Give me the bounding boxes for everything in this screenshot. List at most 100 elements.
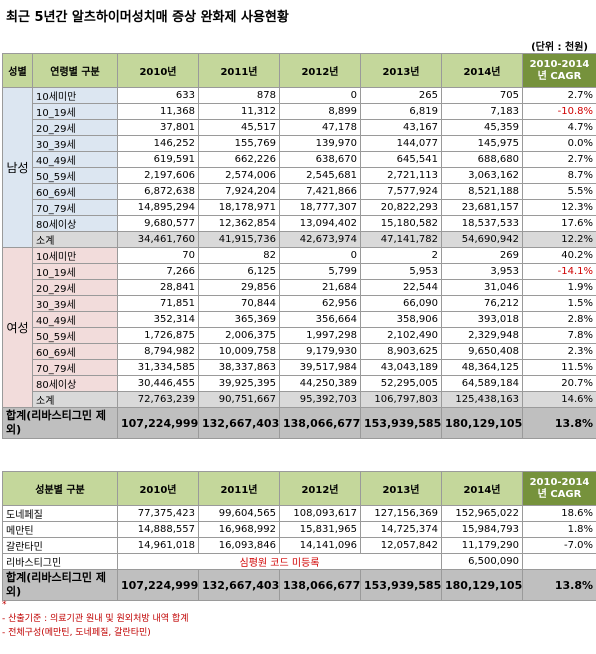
age-label: 50_59세 <box>32 167 118 184</box>
value-cell: 352,314 <box>117 311 199 328</box>
value-cell: 42,673,974 <box>279 231 361 248</box>
value-cell: 6,819 <box>360 103 442 120</box>
cagr-cell: 40.2% <box>522 247 596 264</box>
age-label: 70_79세 <box>32 199 118 216</box>
value-cell: 54,690,942 <box>441 231 523 248</box>
table-row: 80세이상 30,446,455 39,925,395 44,250,389 52,29… <box>3 375 596 392</box>
value-cell: 77,375,423 <box>117 505 199 522</box>
value-cell: 6,500,090 <box>441 553 523 570</box>
cagr-cell: -14.1% <box>522 263 596 280</box>
table-row: 리바스티그민 심평원 코드 미등록 6,500,090 <box>2 553 596 570</box>
table-row: 40_49세 352,314 365,369 356,664 358,906 393,01… <box>3 311 596 328</box>
table-row: 30_39세 146,252 155,769 139,970 144,077 145,97… <box>3 135 596 152</box>
unit-label: (단위 : 천원) <box>531 42 588 53</box>
value-cell: 1,997,298 <box>279 327 361 344</box>
unregistered-note: 심평원 코드 미등록 <box>117 553 442 570</box>
age-label: 30_39세 <box>32 295 118 312</box>
table-row: 30_39세 71,851 70,844 62,956 66,090 76,212 1.5% <box>3 295 596 312</box>
value-cell: 269 <box>441 247 523 264</box>
table-row: 소계 34,461,760 41,915,736 42,673,974 47,141,7… <box>3 231 596 248</box>
cagr-cell: 2.7% <box>522 87 596 104</box>
value-cell: 3,953 <box>441 263 523 280</box>
header-age: 연령별 구분 <box>32 53 118 88</box>
cagr-cell: 7.8% <box>522 327 596 344</box>
value-cell: 6,872,638 <box>117 183 199 200</box>
age-label: 10세미만 <box>32 247 118 264</box>
value-cell: 619,591 <box>117 151 199 168</box>
value-cell: 28,841 <box>117 279 199 296</box>
table-row: 10_19세 7,266 6,125 5,799 5,953 3,953 -14.1% <box>3 263 596 280</box>
value-cell: 13,094,402 <box>279 215 361 232</box>
value-cell: 2,329,948 <box>441 327 523 344</box>
value-cell: 3,063,162 <box>441 167 523 184</box>
table-row: 70_79세 31,334,585 38,337,863 39,517,984 43,0… <box>3 359 596 376</box>
cagr-cell: 4.7% <box>522 119 596 136</box>
value-cell: 72,763,239 <box>117 391 199 408</box>
value-cell: 16,968,992 <box>198 521 280 538</box>
value-cell: 132,667,403 <box>198 569 280 601</box>
value-cell: 18,777,307 <box>279 199 361 216</box>
value-cell: 153,939,585 <box>360 407 442 439</box>
value-cell: 11,179,290 <box>441 537 523 554</box>
note-basis: - 산출기준 : 의료기관 원내 및 원외처방 내역 합계 <box>2 614 189 624</box>
table-row: 남성 10세미만 633 878 0 265 705 2.7% <box>2 87 596 248</box>
value-cell: 14,888,557 <box>117 521 199 538</box>
value-cell: 52,295,005 <box>360 375 442 392</box>
age-label: 10세미만 <box>32 87 118 104</box>
value-cell: 11,312 <box>198 103 280 120</box>
cagr-cell: 14.6% <box>522 391 596 408</box>
cagr-cell: 12.3% <box>522 199 596 216</box>
header-cagr: 2010-2014년 CAGR <box>522 53 596 88</box>
cagr-cell: 8.7% <box>522 167 596 184</box>
value-cell: 38,337,863 <box>198 359 280 376</box>
age-label: 80세이상 <box>32 215 118 232</box>
header-2011: 2011년 <box>198 471 280 506</box>
value-cell: 14,895,294 <box>117 199 199 216</box>
cagr-cell: -7.0% <box>522 537 596 554</box>
value-cell: 43,043,189 <box>360 359 442 376</box>
cagr-cell: 13.8% <box>522 407 596 439</box>
value-cell: 393,018 <box>441 311 523 328</box>
value-cell: 45,359 <box>441 119 523 136</box>
value-cell: 18,537,533 <box>441 215 523 232</box>
value-cell: 23,681,157 <box>441 199 523 216</box>
value-cell: 662,226 <box>198 151 280 168</box>
value-cell: 132,667,403 <box>198 407 280 439</box>
value-cell: 5,953 <box>360 263 442 280</box>
header-2013: 2013년 <box>360 471 442 506</box>
value-cell: 638,670 <box>279 151 361 168</box>
value-cell: 45,517 <box>198 119 280 136</box>
cagr-cell <box>522 553 596 570</box>
cagr-cell: 5.5% <box>522 183 596 200</box>
table-row: 60_69세 8,794,982 10,009,758 9,179,930 8,903,… <box>3 343 596 360</box>
value-cell: 99,604,565 <box>198 505 280 522</box>
value-cell: 39,517,984 <box>279 359 361 376</box>
age-label: 40_49세 <box>32 151 118 168</box>
value-cell: 2,006,375 <box>198 327 280 344</box>
table-row: 소계 72,763,239 90,751,667 95,392,703 106,797,… <box>3 391 596 408</box>
value-cell: 48,364,125 <box>441 359 523 376</box>
ingredient-label: 리바스티그민 <box>2 553 118 570</box>
value-cell: 39,925,395 <box>198 375 280 392</box>
value-cell: 71,851 <box>117 295 199 312</box>
table-row: 메만틴 14,888,557 16,968,992 15,831,965 14,725,… <box>2 521 596 538</box>
age-label: 50_59세 <box>32 327 118 344</box>
value-cell: 180,129,105 <box>441 407 523 439</box>
table-row: 60_69세 6,872,638 7,924,204 7,421,866 7,577,9… <box>3 183 596 200</box>
value-cell: 8,521,188 <box>441 183 523 200</box>
value-cell: 688,680 <box>441 151 523 168</box>
value-cell: 144,077 <box>360 135 442 152</box>
value-cell: 12,057,842 <box>360 537 442 554</box>
value-cell: 633 <box>117 87 199 104</box>
cagr-cell: 11.5% <box>522 359 596 376</box>
value-cell: 365,369 <box>198 311 280 328</box>
age-label: 소계 <box>32 231 118 248</box>
value-cell: 2,721,113 <box>360 167 442 184</box>
total-label: 합계(리바스티그민 제외) <box>2 569 118 601</box>
page-title: 최근 5년간 알츠하이머성치매 증상 완화제 사용현황 <box>6 10 289 25</box>
value-cell: 153,939,585 <box>360 569 442 601</box>
value-cell: 180,129,105 <box>441 569 523 601</box>
table-row: 20_29세 28,841 29,856 21,684 22,544 31,046 1.9% <box>3 279 596 296</box>
table-row: 도네페질 77,375,423 99,604,565 108,093,617 127,1… <box>2 505 596 522</box>
age-label: 40_49세 <box>32 311 118 328</box>
